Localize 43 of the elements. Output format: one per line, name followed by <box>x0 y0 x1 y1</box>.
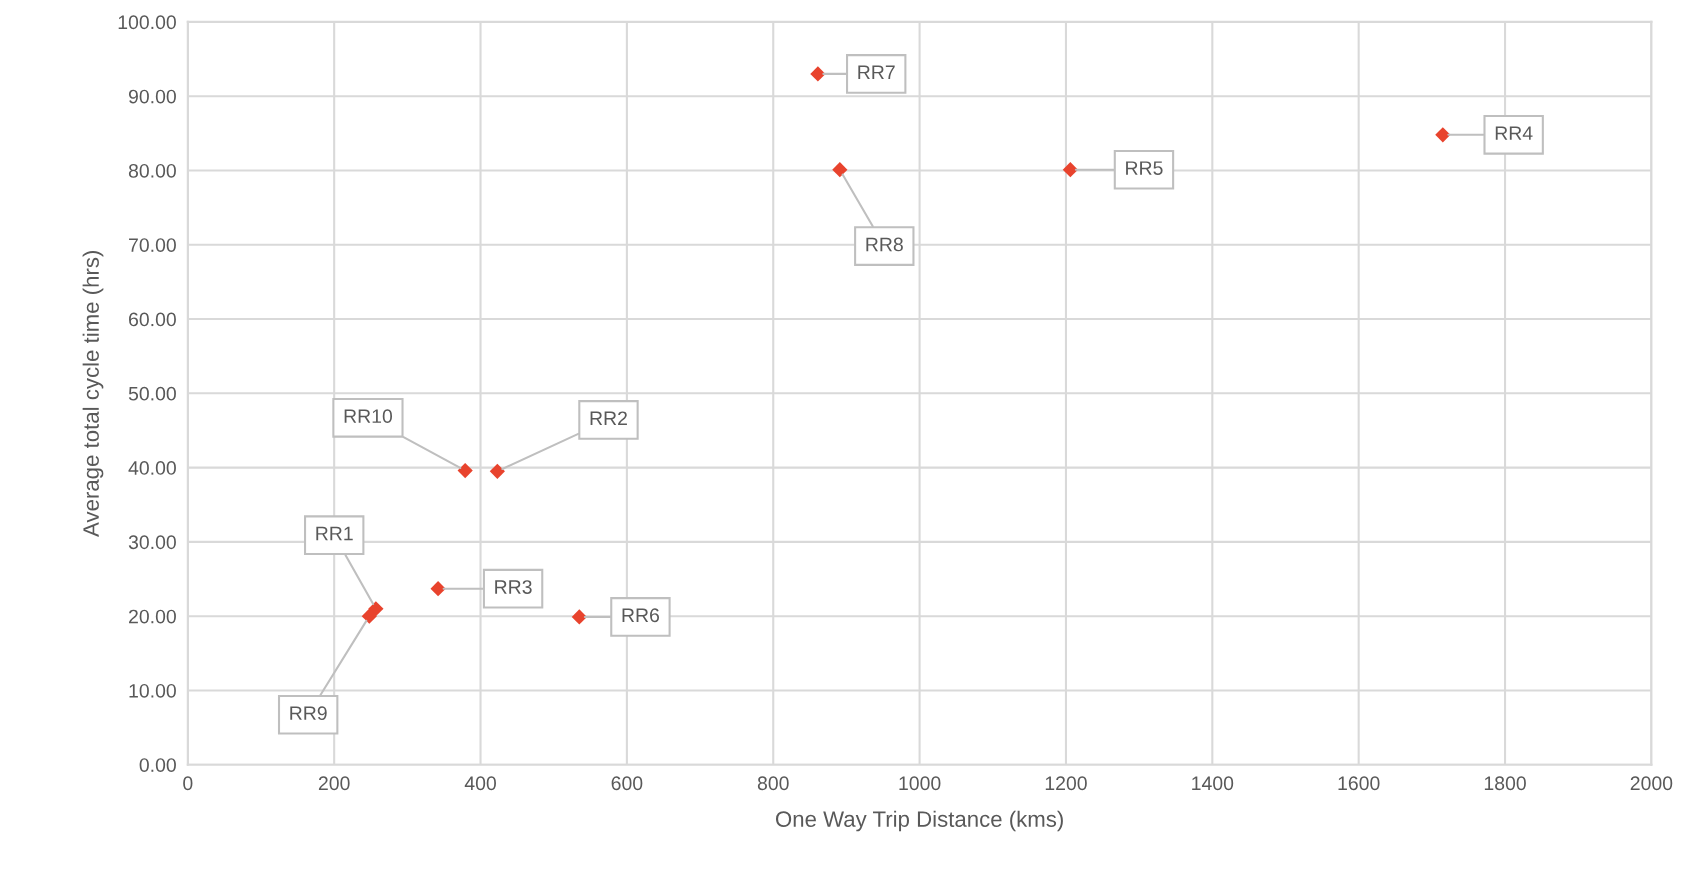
x-tick-label: 1000 <box>899 776 941 791</box>
annotation: RR8 <box>866 237 903 252</box>
x-tick-label: 600 <box>611 776 643 791</box>
point <box>832 162 848 178</box>
x-tick-label: 200 <box>318 776 350 791</box>
y-tick-label: 70.00 <box>129 238 176 252</box>
annotation: RR6 <box>622 608 660 623</box>
annotation: RR9 <box>290 706 327 721</box>
x-tick-label: 800 <box>757 776 789 791</box>
point <box>810 66 826 82</box>
point <box>571 609 587 625</box>
x-axis-title: One Way Trip Distance (kms) <box>775 810 1063 832</box>
x-tick-label: 0 <box>183 776 193 791</box>
annotation: RR2 <box>590 411 627 425</box>
y-axis-title: Average total cycle time (hrs) <box>82 251 104 537</box>
point <box>1435 127 1451 143</box>
point <box>361 608 377 624</box>
y-tick-label: 80.00 <box>128 163 176 178</box>
y-tick-label: 60.00 <box>129 312 176 327</box>
annotation: RR7 <box>858 65 895 79</box>
x-tick-label: 1800 <box>1484 776 1526 791</box>
y-tick-label: 0.00 <box>139 758 176 772</box>
annotation: RR1 <box>316 526 353 541</box>
y-tick-label: 30.00 <box>128 535 176 550</box>
y-tick-label: 20.00 <box>129 609 176 624</box>
annotation: RR10 <box>344 409 393 424</box>
x-tick-label: 400 <box>464 776 496 791</box>
y-tick-label: 40.00 <box>128 461 176 475</box>
x-tick-label: 2000 <box>1630 776 1673 791</box>
point <box>1062 162 1078 178</box>
annotation: RR5 <box>1126 161 1163 175</box>
y-tick-label: 90.00 <box>128 89 176 104</box>
x-tick-label: 1400 <box>1192 776 1234 791</box>
point <box>430 581 446 597</box>
y-tick-label: 50.00 <box>128 386 176 401</box>
x-tick-label: 1200 <box>1045 776 1087 791</box>
point <box>489 463 505 479</box>
annotation: RR3 <box>495 580 532 594</box>
annotation: RR4 <box>1495 126 1533 140</box>
x-tick-label: 1600 <box>1338 776 1380 791</box>
y-tick-label: 100.00 <box>118 15 176 30</box>
point <box>457 462 473 479</box>
y-tick-label: 10.00 <box>129 683 176 698</box>
